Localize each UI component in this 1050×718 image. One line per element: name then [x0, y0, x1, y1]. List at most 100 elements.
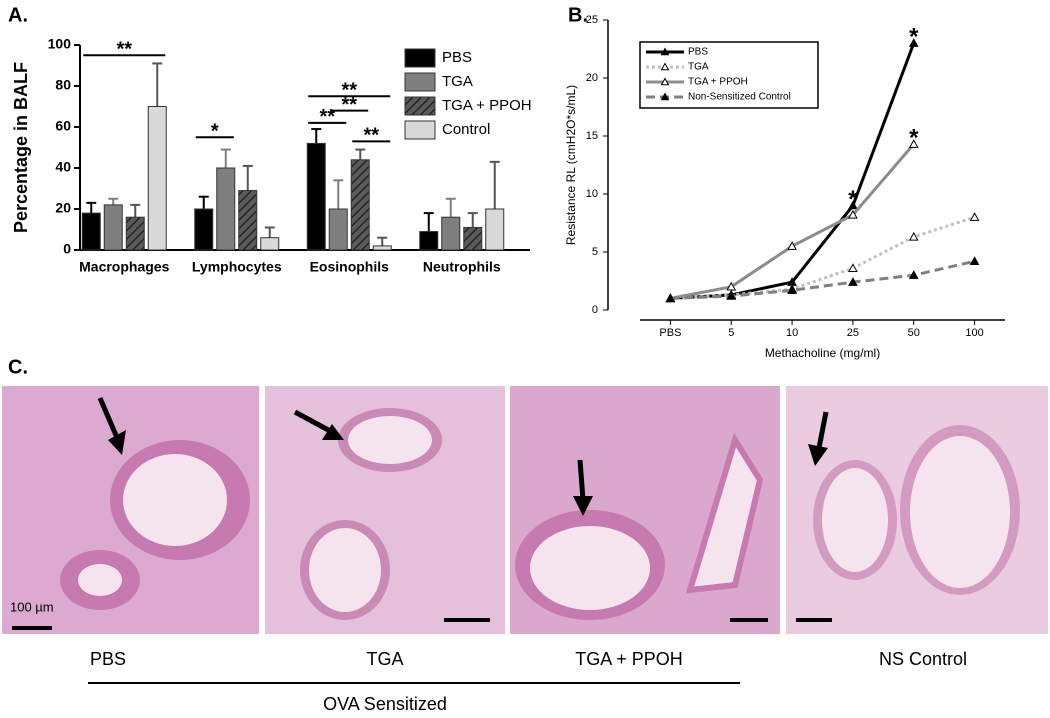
- airway-lumen: [685, 432, 764, 594]
- marker: [908, 139, 919, 148]
- y-tick-label: 15: [586, 130, 598, 142]
- bar: [147, 106, 167, 251]
- legend-label: PBS: [442, 49, 472, 66]
- marker: [848, 209, 858, 219]
- histology-panels: C. 100 µm PBS TGA TGA + PPOH NS Control …: [2, 356, 1048, 714]
- significance-label: **: [363, 125, 379, 147]
- y-tick-label: 20: [55, 200, 71, 216]
- arrow-head: [808, 444, 828, 466]
- bar: [194, 208, 214, 251]
- y-tick-label: 60: [55, 118, 71, 134]
- significance-label: **: [319, 106, 335, 128]
- legend-marker: [660, 62, 670, 71]
- y-tick-label: 5: [592, 246, 598, 258]
- significance-label: *: [909, 124, 919, 151]
- panel-label: B.: [568, 4, 588, 26]
- legend-swatch: [404, 72, 436, 92]
- legend-label: PBS: [688, 47, 708, 58]
- marker: [787, 241, 797, 250]
- significance-label: *: [211, 121, 219, 143]
- y-tick-label: 20: [586, 72, 598, 84]
- scale-label: 100 µm: [10, 599, 54, 614]
- y-tick-label: 0: [63, 241, 71, 257]
- legend-swatch: [404, 120, 436, 140]
- bar: [306, 142, 326, 251]
- bar: [81, 212, 101, 251]
- group-label: OVA Sensitized: [323, 694, 447, 714]
- legend-label: TGA + PPOH: [688, 77, 748, 88]
- legend-label: TGA: [442, 73, 473, 90]
- x-tick-label: Eosinophils: [310, 259, 390, 275]
- significance-label: *: [909, 24, 919, 51]
- significance-label: *: [848, 186, 858, 213]
- airway-lumen: [530, 526, 650, 610]
- y-tick-label: 40: [55, 159, 71, 175]
- legend-marker: [660, 92, 670, 101]
- arrow-head: [573, 496, 593, 516]
- y-axis-label: Percentage in BALF: [11, 62, 31, 233]
- caption: NS Control: [879, 649, 967, 669]
- airway-lumen: [123, 454, 227, 546]
- marker: [908, 270, 919, 279]
- bar: [441, 216, 461, 251]
- series-line: [670, 259, 975, 300]
- x-tick-label: 10: [786, 327, 798, 339]
- panel-label: A.: [8, 4, 28, 26]
- y-tick-label: 100: [48, 36, 72, 52]
- x-tick-label: Macrophages: [79, 259, 169, 275]
- arrow: [293, 409, 334, 435]
- marker: [848, 263, 858, 272]
- significance-label: **: [116, 39, 132, 61]
- legend-label: TGA + PPOH: [442, 97, 532, 114]
- caption: TGA: [366, 649, 403, 669]
- marker: [787, 285, 797, 294]
- marker: [665, 293, 676, 303]
- caption: PBS: [90, 649, 126, 669]
- x-tick-label: 5: [728, 327, 734, 339]
- marker: [969, 212, 980, 221]
- bar: [463, 226, 483, 251]
- marker: [848, 277, 858, 286]
- airway-lumen: [348, 416, 432, 464]
- legend-marker: [660, 47, 670, 56]
- y-tick-label: 10: [586, 188, 598, 200]
- y-tick-label: 80: [55, 77, 71, 93]
- arrow: [577, 459, 586, 501]
- bar: [419, 231, 439, 251]
- significance-label: **: [341, 94, 357, 116]
- x-tick-label: 50: [908, 327, 920, 339]
- arrow: [97, 397, 121, 441]
- legend-label: Control: [442, 121, 490, 138]
- bar: [103, 204, 123, 251]
- airway-lumen: [822, 468, 888, 572]
- legend-swatch: [404, 48, 436, 68]
- significance-label: **: [341, 80, 357, 102]
- x-tick-label: 100: [965, 327, 983, 339]
- y-tick-label: 0: [592, 304, 598, 316]
- marker: [969, 256, 980, 265]
- bar: [125, 216, 145, 251]
- y-axis-label: Resistance RL (cmH2O*s/mL): [564, 85, 578, 245]
- x-tick-label: PBS: [659, 327, 681, 339]
- marker: [726, 281, 737, 291]
- arrow: [816, 411, 829, 449]
- marker: [848, 200, 858, 210]
- series-line: [670, 143, 915, 300]
- marker: [726, 291, 737, 300]
- legend-marker: [660, 77, 670, 86]
- legend-label: Non-Sensitized Control: [688, 92, 791, 103]
- x-tick-label: 25: [847, 327, 859, 339]
- caption: TGA + PPOH: [575, 649, 683, 669]
- airway-lumen: [78, 564, 122, 596]
- panel-label: C.: [8, 356, 28, 378]
- arrow-head: [108, 430, 126, 455]
- airway-lumen: [309, 528, 381, 612]
- bar: [238, 190, 258, 251]
- bar: [216, 167, 236, 251]
- bar: [372, 245, 392, 251]
- x-tick-label: Neutrophils: [423, 259, 501, 275]
- marker: [908, 38, 919, 47]
- y-tick-label: 25: [586, 14, 598, 26]
- marker: [908, 231, 919, 241]
